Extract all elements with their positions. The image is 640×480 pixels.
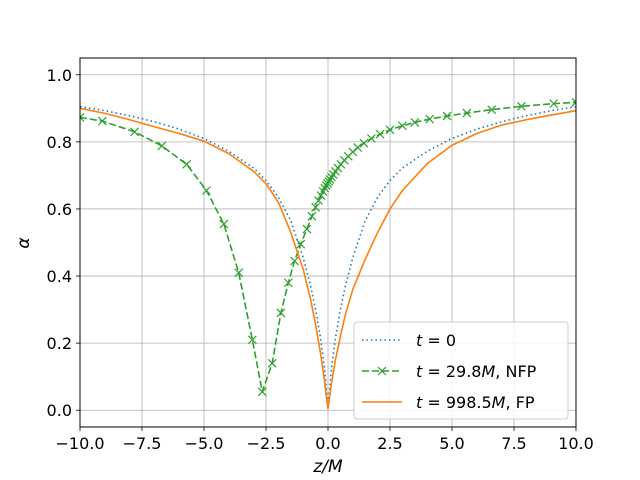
series-1 xyxy=(80,97,576,397)
data-point xyxy=(410,117,420,127)
x-axis-label: z/M xyxy=(312,457,343,477)
data-point xyxy=(397,121,407,131)
y-axis-label: α xyxy=(14,237,34,248)
legend-item: t = 29.8M, NFP xyxy=(362,362,537,381)
data-point xyxy=(385,125,395,135)
data-point xyxy=(157,141,167,151)
plot-area xyxy=(79,57,577,428)
data-point xyxy=(307,211,317,221)
data-point xyxy=(182,159,192,169)
data-point xyxy=(325,175,335,184)
data-point xyxy=(571,97,576,107)
data-point xyxy=(296,239,306,249)
legend: t = 0 t = 29.8M, NFP t = 998.5M, FP xyxy=(353,321,569,420)
x-tick-label: −5.0 xyxy=(185,434,224,453)
series-layer xyxy=(80,97,576,410)
data-point xyxy=(97,116,107,126)
series-line xyxy=(80,107,576,410)
data-point xyxy=(549,99,559,109)
data-point xyxy=(283,278,293,288)
data-point xyxy=(442,111,452,121)
data-point xyxy=(80,112,85,122)
y-tick-label: 0.8 xyxy=(47,133,72,152)
data-point xyxy=(290,256,299,266)
data-point xyxy=(487,105,497,115)
x-tick-label: −10.0 xyxy=(55,434,104,453)
y-tick-label: 0.2 xyxy=(47,334,72,353)
legend-label: t = 998.5M, FP xyxy=(416,393,535,412)
data-point xyxy=(267,358,277,368)
y-tick-label: 1.0 xyxy=(47,66,72,85)
series-2 xyxy=(80,107,576,410)
y-tick-label: 0.4 xyxy=(47,267,72,286)
x-axis: −10.0 −7.5 −5.0 −2.5 0.0 2.5 5.0 7.5 10.0 xyxy=(55,427,594,453)
data-point xyxy=(302,224,312,234)
x-tick-label: −7.5 xyxy=(123,434,162,453)
data-point xyxy=(219,219,229,229)
data-point xyxy=(353,143,363,152)
data-point xyxy=(247,335,257,345)
legend-marker xyxy=(377,366,387,376)
data-point xyxy=(257,387,267,397)
x-tick-label: 10.0 xyxy=(558,434,594,453)
legend-item: t = 998.5M, FP xyxy=(362,393,535,412)
x-tick-label: 7.5 xyxy=(501,434,526,453)
x-tick-label: 0.0 xyxy=(315,434,340,453)
data-point xyxy=(359,138,369,148)
data-point xyxy=(320,183,330,193)
data-point xyxy=(234,268,244,278)
data-point xyxy=(130,127,139,137)
x-tick-label: 2.5 xyxy=(377,434,402,453)
data-point xyxy=(517,101,526,111)
data-point xyxy=(202,186,211,195)
legend-box xyxy=(353,321,569,420)
data-point xyxy=(462,108,472,118)
y-tick-label: 0.6 xyxy=(47,200,72,219)
data-point xyxy=(327,172,336,182)
data-point xyxy=(314,196,324,205)
legend-label: t = 29.8M, NFP xyxy=(416,362,537,381)
x-tick-label: −2.5 xyxy=(247,434,286,453)
data-point xyxy=(366,134,376,143)
data-point xyxy=(375,129,385,139)
data-point xyxy=(425,114,435,124)
x-tick-label: 5.0 xyxy=(439,434,464,453)
y-tick-label: 0.0 xyxy=(47,401,72,420)
legend-item: t = 0 xyxy=(362,331,456,350)
data-point xyxy=(311,202,321,212)
legend-label: t = 0 xyxy=(416,331,456,350)
y-axis: 0.0 0.2 0.4 0.6 0.8 1.0 xyxy=(47,66,80,420)
data-point xyxy=(276,308,286,318)
